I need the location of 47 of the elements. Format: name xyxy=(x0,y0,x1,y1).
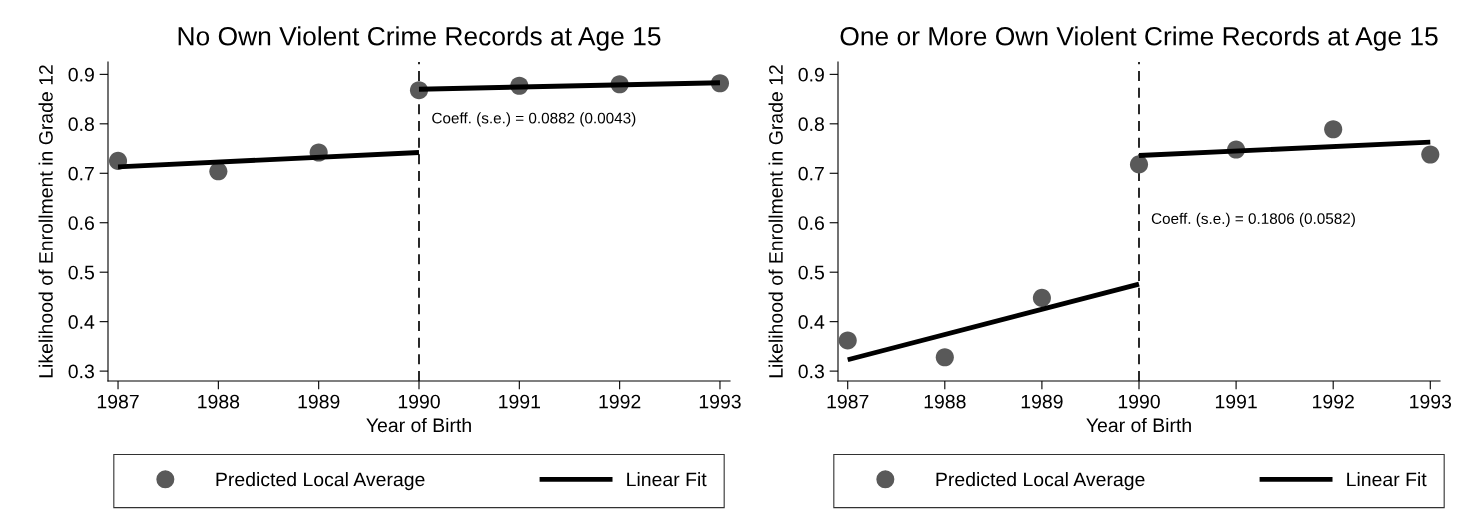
y-tick-label: 0.3 xyxy=(68,364,94,379)
point xyxy=(935,348,954,367)
x-tick-label: 1988 xyxy=(924,394,966,409)
legend-label: Linear Fit xyxy=(1347,472,1427,487)
x-axis-title: Year of Birth xyxy=(366,417,471,433)
y-tick-label: 0.6 xyxy=(798,216,824,230)
y-tick-label: 0.8 xyxy=(798,117,824,132)
x-tick-label: 1989 xyxy=(298,394,340,409)
point xyxy=(1324,120,1343,139)
y-tick-label: 0.5 xyxy=(68,265,94,280)
x-tick-label: 1987 xyxy=(97,394,139,409)
annotation: Coeff. (s.e.) = 0.0882 (0.0043) xyxy=(432,112,636,127)
x-axis-title: Year of Birth xyxy=(1086,417,1191,433)
chart-title: No Own Violent Crime Records at Age 15 xyxy=(178,26,661,51)
point xyxy=(1032,288,1051,307)
y-tick-label: 0.7 xyxy=(68,166,94,181)
x-tick-label: 1993 xyxy=(1410,394,1452,409)
x-tick-label: 1992 xyxy=(599,394,641,409)
x-tick-label: 1990 xyxy=(398,394,440,409)
y-tick-label: 0.4 xyxy=(68,315,95,329)
x-tick-label: 1991 xyxy=(1215,394,1257,409)
point xyxy=(209,162,228,181)
chart-title: One or More Own Violent Crime Records at Age 15 xyxy=(840,26,1438,51)
x-tick-label: 1987 xyxy=(827,394,869,409)
legend-label: Linear Fit xyxy=(627,472,707,487)
y-tick-label: 0.3 xyxy=(798,364,824,379)
y-tick-label: 0.5 xyxy=(798,265,824,280)
legend-label: Predicted Local Average xyxy=(216,472,425,491)
y-tick-label: 0.9 xyxy=(68,67,94,82)
y-tick-label: 0.6 xyxy=(68,216,94,230)
point xyxy=(838,331,857,350)
legend-label: Predicted Local Average xyxy=(936,472,1145,491)
y-axis-title: Likelihood of Enrollment in Grade 12 xyxy=(38,65,53,378)
point xyxy=(1129,155,1149,174)
point xyxy=(1421,145,1440,164)
x-tick-label: 1989 xyxy=(1021,394,1063,409)
y-axis-title: Likelihood of Enrollment in Grade 12 xyxy=(768,65,783,378)
y-tick-label: 0.8 xyxy=(68,117,94,132)
x-tick-label: 1993 xyxy=(699,394,741,409)
x-tick-label: 1991 xyxy=(499,394,540,409)
x-tick-label: 1988 xyxy=(198,394,240,409)
x-tick-label: 1990 xyxy=(1118,394,1160,409)
y-tick-label: 0.7 xyxy=(798,166,824,181)
x-tick-label: 1992 xyxy=(1313,394,1354,409)
y-tick-label: 0.4 xyxy=(798,315,825,329)
y-tick-label: 0.9 xyxy=(798,67,824,82)
annotation: Coeff. (s.e.) = 0.1806 (0.0582) xyxy=(1151,212,1355,228)
